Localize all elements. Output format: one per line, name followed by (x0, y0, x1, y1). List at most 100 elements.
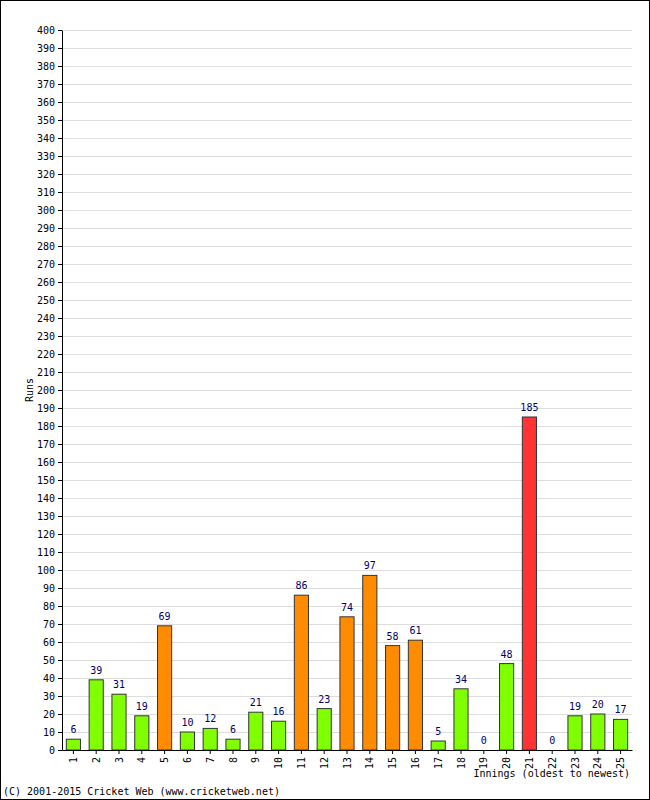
grid-line (62, 156, 632, 157)
y-tick-mark (58, 498, 62, 499)
bar (340, 617, 354, 750)
bar (158, 626, 172, 750)
y-tick: 10 (43, 727, 62, 738)
x-tick-mark (369, 750, 370, 754)
grid-line (62, 408, 632, 409)
y-tick: 350 (37, 115, 62, 126)
x-tick-mark (552, 750, 553, 754)
y-tick-mark (58, 300, 62, 301)
x-tick-mark (301, 750, 302, 754)
y-axis: 0102030405060708090100110120130140150160… (37, 25, 63, 756)
y-tick-label: 270 (37, 259, 55, 270)
y-tick-label: 200 (37, 385, 55, 396)
y-tick-mark (58, 138, 62, 139)
y-tick: 50 (43, 655, 62, 666)
data-label: 20 (592, 699, 604, 710)
x-tick-mark (73, 750, 74, 754)
y-tick: 180 (37, 421, 62, 432)
grid-line (62, 372, 632, 373)
y-tick-mark (58, 732, 62, 733)
y-tick: 400 (37, 25, 62, 36)
grid-line (62, 480, 632, 481)
y-tick-label: 370 (37, 79, 55, 90)
bar (272, 721, 286, 750)
x-tick-label: 16 (410, 757, 421, 769)
y-tick-mark (58, 750, 62, 751)
y-tick: 40 (43, 673, 62, 684)
y-tick-label: 290 (37, 223, 55, 234)
y-tick: 220 (37, 349, 62, 360)
y-tick: 60 (43, 637, 62, 648)
y-tick-label: 70 (43, 619, 55, 630)
y-tick-mark (58, 588, 62, 589)
y-tick: 130 (37, 511, 62, 522)
y-tick: 260 (37, 277, 62, 288)
x-tick: 23 (570, 750, 581, 769)
y-tick: 120 (37, 529, 62, 540)
x-tick-label: 1 (68, 757, 79, 763)
bar (66, 739, 80, 750)
x-tick-mark (119, 750, 120, 754)
y-tick-mark (58, 246, 62, 247)
grid-line (62, 174, 632, 175)
y-tick-mark (58, 102, 62, 103)
x-tick: 22 (547, 750, 558, 769)
y-tick-label: 170 (37, 439, 55, 450)
data-label: 12 (204, 713, 216, 724)
x-tick: 12 (319, 750, 330, 769)
y-tick-mark (58, 660, 62, 661)
y-tick-mark (58, 48, 62, 49)
x-tick-mark (255, 750, 256, 754)
data-label: 19 (136, 701, 148, 712)
y-tick: 70 (43, 619, 62, 630)
x-tick-label: 8 (228, 757, 239, 763)
y-tick-label: 340 (37, 133, 55, 144)
y-tick: 360 (37, 97, 62, 108)
data-label: 19 (569, 701, 581, 712)
y-tick-label: 230 (37, 331, 55, 342)
bar (89, 680, 103, 750)
grid-line (62, 102, 632, 103)
y-tick: 330 (37, 151, 62, 162)
y-tick: 90 (43, 583, 62, 594)
y-tick-label: 320 (37, 169, 55, 180)
bar (363, 575, 377, 750)
y-tick-mark (58, 372, 62, 373)
grid-line (62, 336, 632, 337)
y-tick-label: 10 (43, 727, 55, 738)
x-tick-mark (278, 750, 279, 754)
grid-line (62, 264, 632, 265)
y-tick-mark (58, 192, 62, 193)
y-tick: 170 (37, 439, 62, 450)
y-tick-label: 190 (37, 403, 55, 414)
x-tick-mark (324, 750, 325, 754)
bar (135, 716, 149, 750)
grid-line (62, 210, 632, 211)
y-tick: 110 (37, 547, 62, 558)
y-tick: 80 (43, 601, 62, 612)
y-tick-mark (58, 444, 62, 445)
data-label: 17 (615, 704, 627, 715)
grid-line (62, 534, 632, 535)
y-tick-label: 0 (49, 745, 55, 756)
y-tick-mark (58, 390, 62, 391)
x-tick-mark (392, 750, 393, 754)
x-tick: 7 (205, 750, 216, 763)
grid-line (62, 30, 632, 31)
y-tick: 240 (37, 313, 62, 324)
bar (614, 719, 628, 750)
bar (454, 689, 468, 750)
data-label: 6 (230, 724, 236, 735)
bar (112, 694, 126, 750)
grid-line (62, 300, 632, 301)
grid-line (62, 516, 632, 517)
y-tick-label: 60 (43, 637, 55, 648)
y-tick-mark (58, 318, 62, 319)
data-label: 74 (341, 602, 353, 613)
bar (408, 640, 422, 750)
y-tick: 390 (37, 43, 62, 54)
grid-line (62, 498, 632, 499)
y-tick-mark (58, 678, 62, 679)
x-axis: 1234567891011121314151617181920212223242… (63, 750, 633, 769)
y-tick: 160 (37, 457, 62, 468)
